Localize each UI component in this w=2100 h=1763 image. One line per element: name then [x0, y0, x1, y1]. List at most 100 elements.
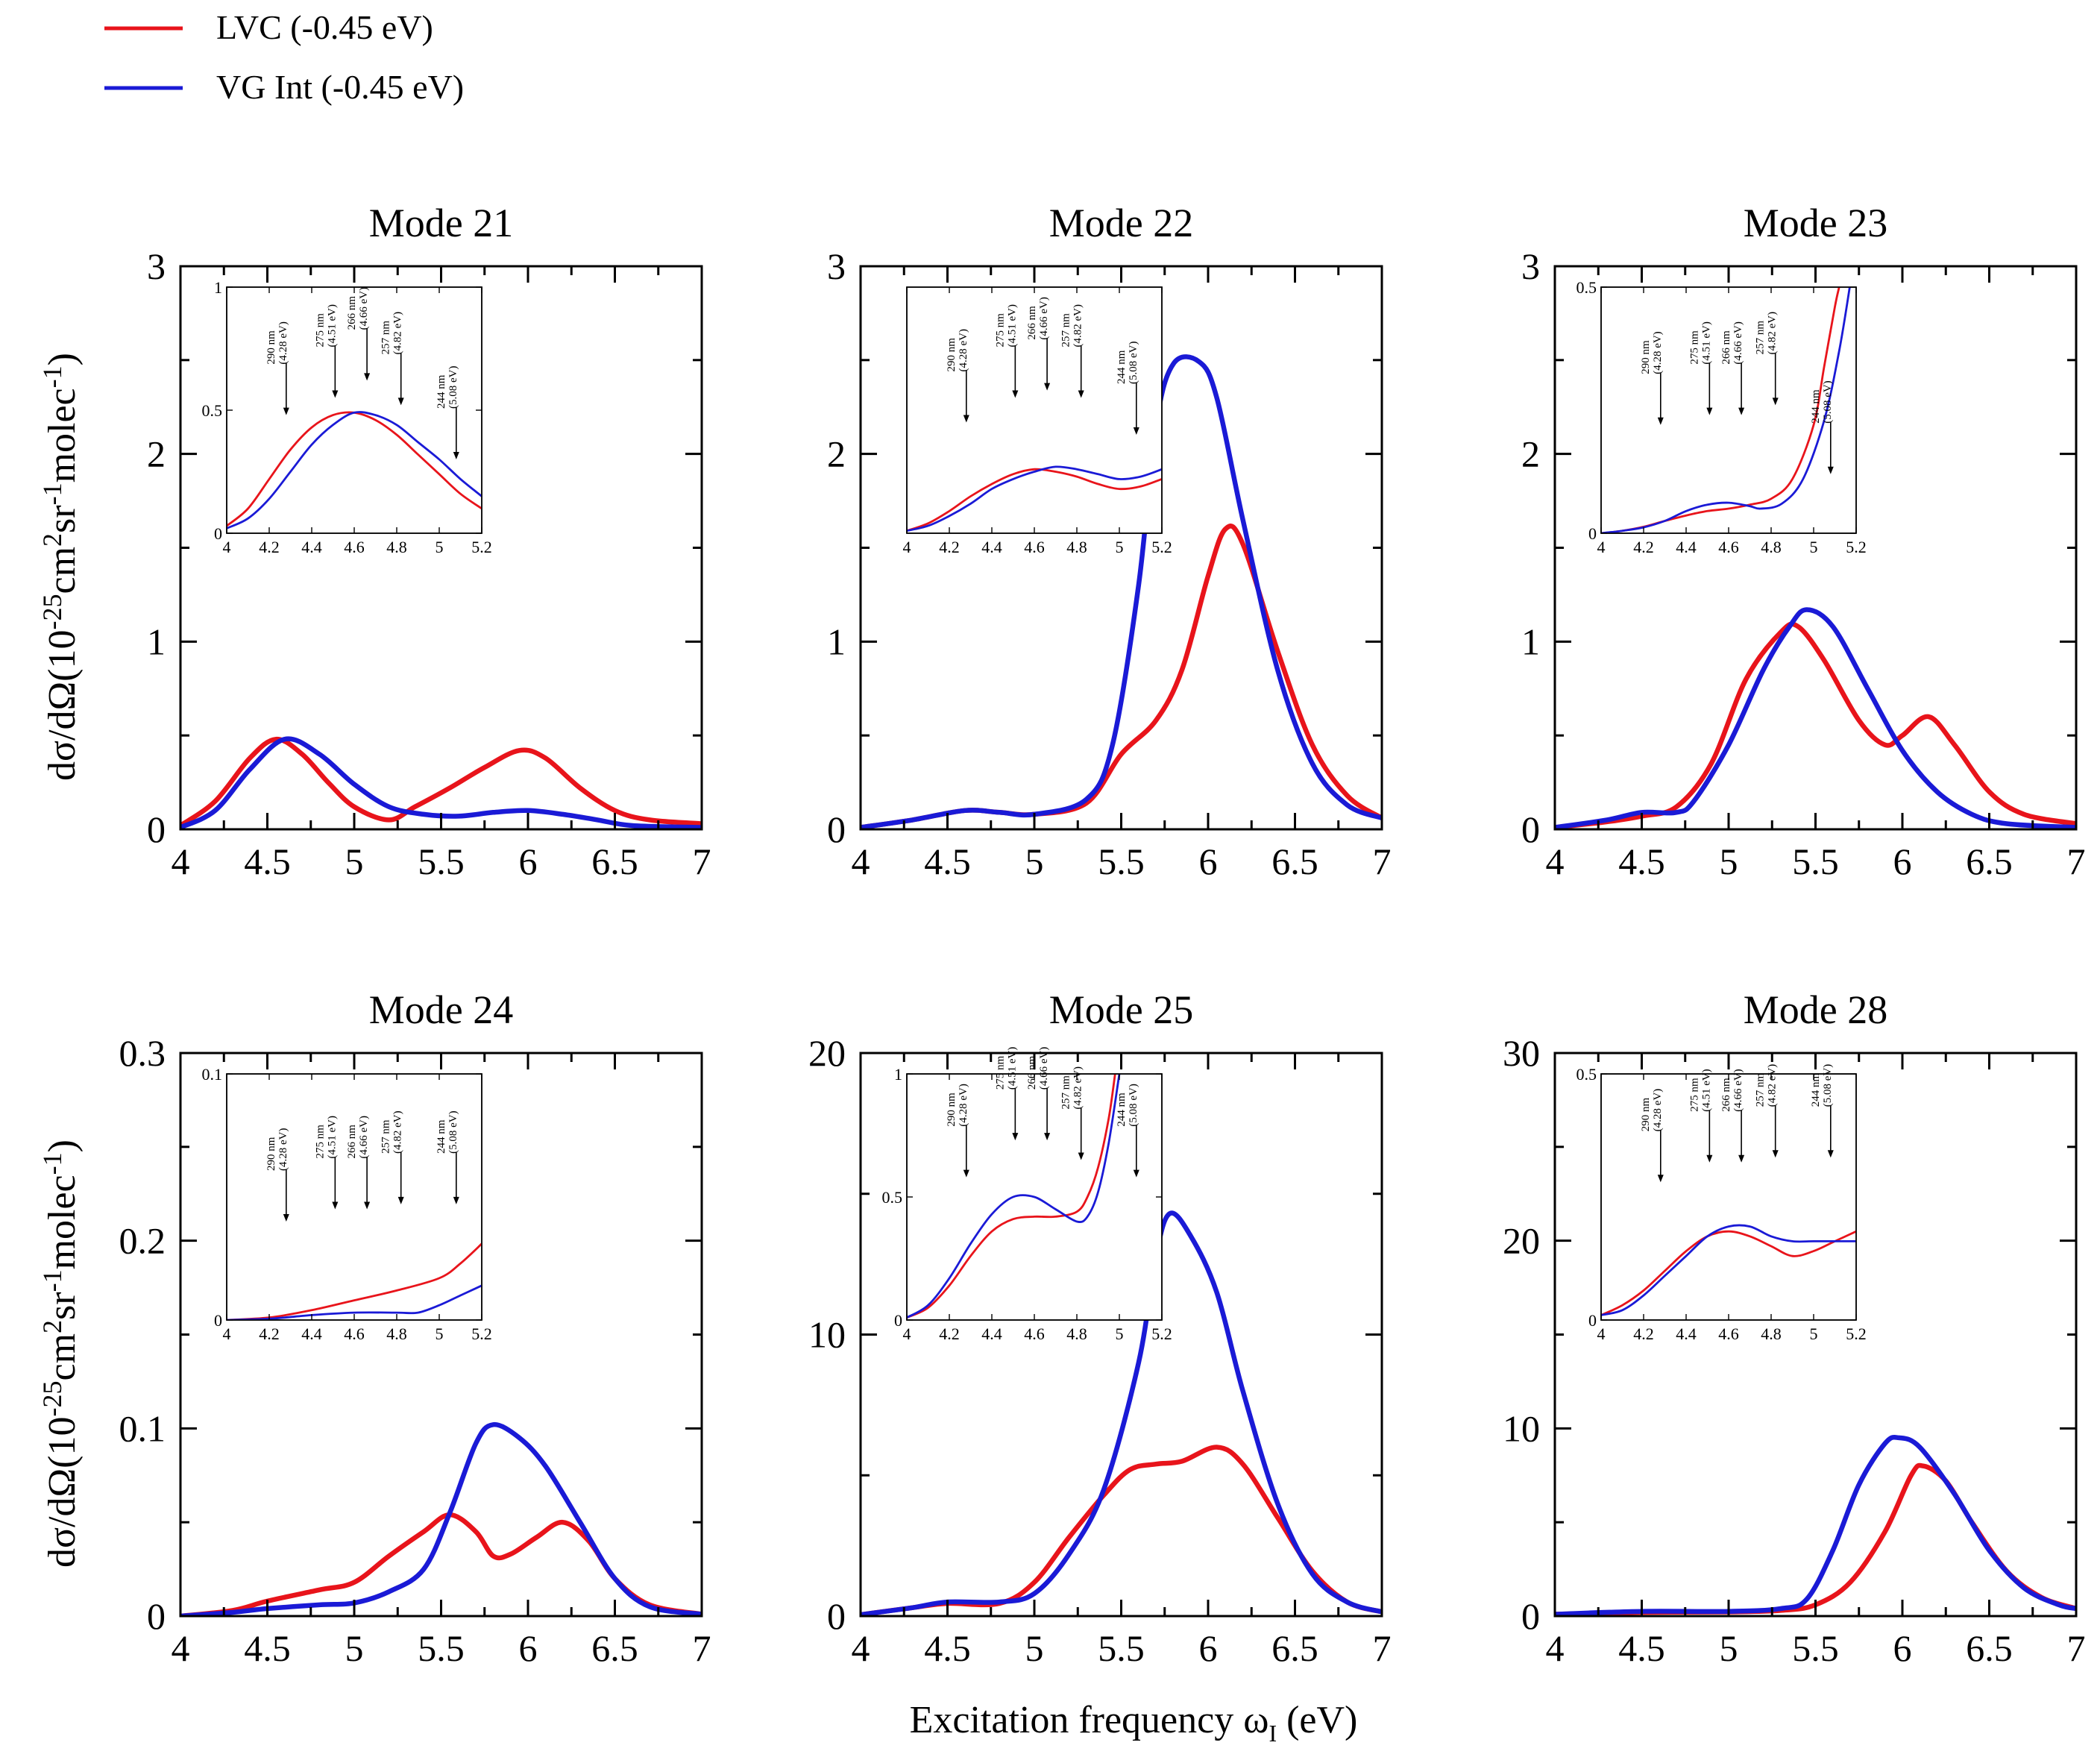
- inset-series-line-vg-int: [1601, 287, 1851, 533]
- marker-arrow-head: [283, 1214, 289, 1222]
- marker-label-ev: (4.82 eV): [1072, 304, 1084, 347]
- wavelength-marker: 290 nm (4.28 eV): [1640, 331, 1664, 425]
- inset-y-tick-label: 0.1: [202, 1065, 223, 1084]
- inset-series-line-lvc: [227, 1242, 482, 1320]
- inset-x-tick-label: 4.2: [939, 1324, 960, 1343]
- y-axis-label-part: sr: [41, 505, 84, 533]
- marker-label-ev: (4.28 eV): [958, 1084, 969, 1126]
- wavelength-marker: 266 nm (4.66 eV): [1026, 1047, 1051, 1141]
- inset-y-tick-label: 0.5: [882, 1188, 903, 1207]
- marker-label-group: 257 nm (4.82 eV): [1060, 1066, 1084, 1109]
- inset-x-tick-label: 4.4: [1676, 538, 1697, 556]
- marker-label-group: 266 nm (4.66 eV): [346, 287, 370, 330]
- y-axis-label-superscript: -25: [37, 594, 67, 630]
- wavelength-marker: 266 nm (4.66 eV): [1720, 1069, 1745, 1163]
- panel-title: Mode 28: [1744, 987, 1887, 1032]
- wavelength-marker: 290 nm (4.28 eV): [1640, 1089, 1664, 1183]
- x-tick-label: 7: [693, 1627, 711, 1669]
- x-tick-label: 7: [693, 840, 711, 882]
- x-tick-label: 6: [1893, 1627, 1912, 1669]
- x-tick-label: 6: [1199, 840, 1218, 882]
- x-tick-label: 6.5: [1271, 840, 1318, 882]
- y-axis-label-part: molec: [41, 1175, 84, 1269]
- inset-y-tick-label: 0: [214, 524, 222, 543]
- marker-arrow-head: [283, 407, 289, 415]
- x-tick-label: 4.5: [1618, 1627, 1665, 1669]
- marker-label-nm: 244 nm: [436, 1119, 447, 1154]
- wavelength-marker: 266 nm (4.66 eV): [346, 1116, 371, 1210]
- x-tick-label: 7: [1373, 1627, 1392, 1669]
- marker-arrow-head: [332, 390, 339, 398]
- marker-label-group: 290 nm (4.28 eV): [946, 1084, 969, 1126]
- inset-x-tick-label: 4.4: [301, 1324, 322, 1343]
- marker-label-group: 275 nm (4.51 eV): [314, 1116, 338, 1158]
- inset-x-tick-label: 4.6: [344, 538, 365, 556]
- marker-label-ev: (5.08 eV): [1128, 1084, 1139, 1126]
- marker-label-ev: (4.51 eV): [1006, 304, 1018, 347]
- inset-x-tick-label: 5.2: [1151, 1324, 1172, 1343]
- y-tick-label: 0.3: [119, 1032, 166, 1074]
- marker-label-ev: (4.28 eV): [277, 1128, 289, 1171]
- marker-label-ev: (4.28 eV): [277, 321, 289, 364]
- marker-label-group: 266 nm (4.66 eV): [1026, 297, 1050, 339]
- marker-label-nm: 266 nm: [346, 1125, 358, 1159]
- marker-arrow-head: [1133, 1169, 1139, 1178]
- y-tick-label: 0: [147, 1595, 166, 1637]
- x-tick-label: 4.5: [1618, 840, 1665, 882]
- inset-series-line-vg-int: [1601, 1224, 1856, 1316]
- y-axis-label-part: cm: [41, 547, 84, 594]
- panel-title: Mode 22: [1049, 201, 1193, 245]
- panels: Mode 21 4 4.5 5 5.5 6 6.5 7 0 1 2 3 4 4.2 4.4 4.6 4.8 5 5.…: [119, 201, 2086, 1669]
- marker-label-nm: 244 nm: [436, 374, 447, 409]
- inset-series-line-lvc: [907, 468, 1162, 532]
- inset-x-tick-label: 4.4: [1676, 1324, 1697, 1343]
- wavelength-marker: 244 nm (5.08 eV): [1116, 342, 1139, 435]
- marker-label-ev: (5.08 eV): [1822, 380, 1834, 423]
- marker-arrow-head: [364, 1201, 371, 1210]
- panel-6: Mode 28 4 4.5 5 5.5 6 6.5 7 0 10 20 30 4 4.2 4.4 4.6 4.8…: [1503, 987, 2086, 1669]
- x-tick-label: 4.5: [924, 1627, 971, 1669]
- inset-x-tick-label: 5.2: [1846, 538, 1867, 556]
- inset-frame-bg: [1600, 1073, 1857, 1321]
- marker-label-nm: 266 nm: [1720, 1078, 1732, 1112]
- wavelength-marker: 257 nm (4.82 eV): [1060, 304, 1084, 398]
- inset-x-tick-label: 5.2: [1151, 538, 1172, 556]
- marker-arrow-head: [1012, 390, 1019, 398]
- y-axis-label-bottom: dσ/dΩ(10-25cm2sr-1molec-1): [37, 1140, 84, 1568]
- marker-label-ev: (4.28 eV): [1652, 331, 1664, 374]
- wavelength-marker: 244 nm (5.08 eV): [1116, 1084, 1139, 1178]
- marker-label-nm: 290 nm: [1640, 340, 1652, 374]
- x-tick-label: 5: [345, 840, 364, 882]
- series-line-vg-int: [180, 1422, 702, 1616]
- marker-label-ev: (4.82 eV): [1072, 1066, 1084, 1109]
- marker-label-ev: (4.51 eV): [1700, 1069, 1712, 1111]
- panel-3: Mode 23 4 4.5 5 5.5 6 6.5 7 0 1 2 3 4 4.2 4.4 4.6 4.8 5 5.…: [1521, 201, 2086, 882]
- marker-label-group: 290 nm (4.28 eV): [265, 321, 289, 364]
- marker-arrow-head: [1012, 1133, 1019, 1141]
- marker-label-nm: 266 nm: [346, 296, 358, 330]
- x-tick-label: 7: [2067, 1627, 2086, 1669]
- x-tick-label: 5.5: [1098, 1627, 1145, 1669]
- inset-x-tick-label: 4: [1597, 538, 1606, 556]
- inset-frame-bg: [1600, 286, 1857, 534]
- inset-x-tick-label: 5.2: [471, 538, 492, 556]
- inset-series-line-vg-int: [907, 1074, 1121, 1319]
- inset-x-tick-label: 5: [1810, 1324, 1818, 1343]
- inset-x-tick-label: 4: [903, 538, 911, 556]
- inset-x-tick-label: 5: [1116, 538, 1124, 556]
- inset-frame-bg: [906, 286, 1163, 534]
- marker-label-group: 290 nm (4.28 eV): [946, 329, 969, 371]
- marker-label-nm: 275 nm: [1688, 1078, 1700, 1112]
- marker-label-nm: 257 nm: [1755, 321, 1767, 355]
- y-axis-label-top: dσ/dΩ(10-25cm2sr-1molec-1): [37, 353, 84, 781]
- marker-label-nm: 290 nm: [265, 330, 277, 365]
- legend-label-vg: VG Int (-0.45 eV): [216, 68, 464, 106]
- x-axis-label-subscript: I: [1269, 1720, 1277, 1747]
- y-tick-label: 1: [147, 620, 166, 662]
- marker-label-ev: (4.51 eV): [326, 1116, 338, 1158]
- marker-label-ev: (4.82 eV): [392, 1110, 404, 1153]
- inset-series-line-lvc: [907, 1074, 1116, 1319]
- marker-label-ev: (4.51 eV): [1700, 321, 1712, 364]
- x-tick-label: 4: [852, 1627, 870, 1669]
- marker-arrow-head: [1078, 390, 1084, 398]
